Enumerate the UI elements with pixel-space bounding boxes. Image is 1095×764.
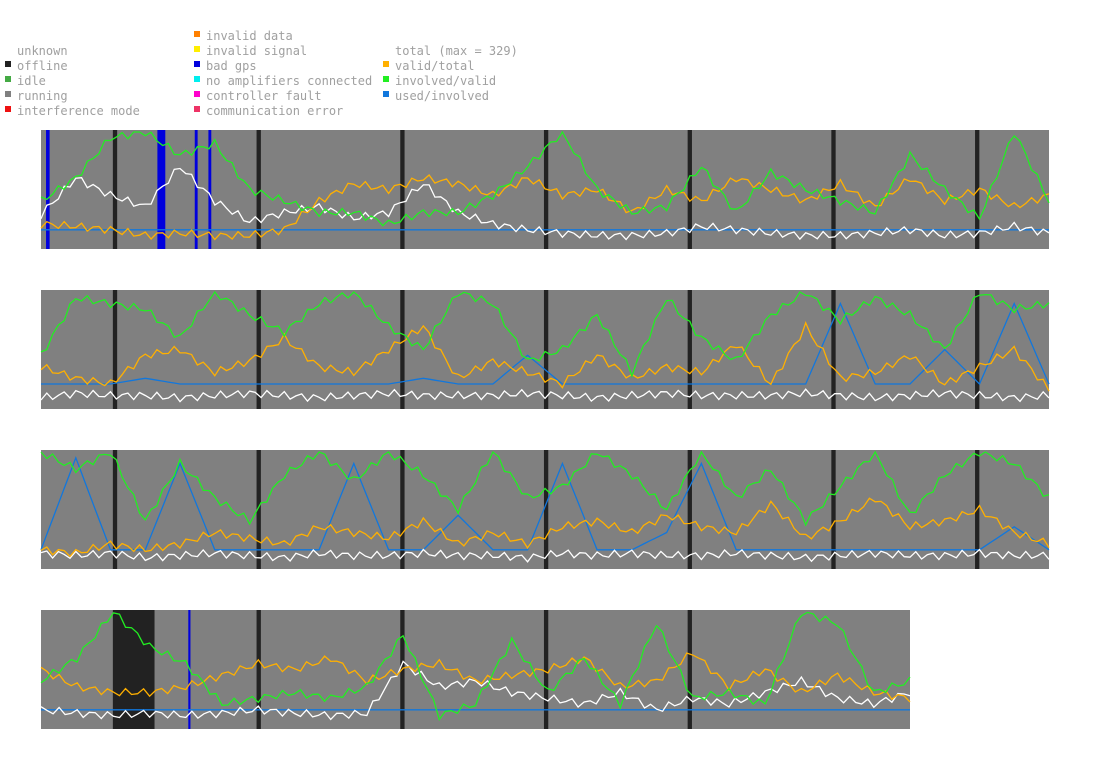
legend-label: idle (17, 74, 46, 88)
legend-item: offline (5, 59, 68, 73)
legend-label: unknown (17, 44, 68, 58)
legend-item: no amplifiers connected (194, 74, 372, 88)
running-background (41, 610, 910, 729)
legend-label: invalid signal (206, 44, 307, 58)
legend-item: invalid signal (194, 44, 307, 58)
legend-label: used/involved (395, 89, 489, 103)
legend-label: involved/valid (395, 74, 496, 88)
series-involved-valid-line (40, 130, 1050, 227)
offline-segment (112, 130, 118, 249)
series-involved-valid-line (40, 290, 1050, 379)
legend-label: no amplifiers connected (206, 74, 372, 88)
bad-gps-segment (46, 130, 50, 249)
offline-segment (112, 450, 118, 569)
series-used-involved-line (40, 455, 1050, 551)
offline-segment (975, 130, 980, 249)
legend-swatch (383, 76, 389, 82)
legend-label: bad gps (206, 59, 257, 73)
offline-segment (256, 450, 261, 569)
legend-label: invalid data (206, 29, 293, 43)
legend-swatch (5, 76, 11, 82)
legend-swatch (194, 106, 200, 112)
legend-label: interference mode (17, 104, 140, 118)
legend-swatch (383, 61, 389, 67)
legend-swatch (5, 91, 11, 97)
series-total-line (40, 167, 1050, 241)
offline-segment (543, 610, 549, 729)
legend-item: idle (5, 74, 46, 88)
legend-item: bad gps (194, 59, 257, 73)
series-valid-total-line (40, 320, 1050, 392)
series-involved-valid-line (40, 450, 1050, 527)
series-total-line (40, 548, 1050, 563)
offline-segment (543, 450, 549, 569)
legend-label: communication error (206, 104, 343, 118)
series-total-line (40, 660, 911, 721)
legend-swatch (194, 91, 200, 97)
legend-item: controller fault (194, 89, 322, 103)
legend-swatch (194, 31, 200, 37)
offline-segment (687, 290, 692, 409)
legend-item: communication error (194, 104, 343, 118)
bad-gps-segment (157, 130, 166, 249)
legend-swatch (194, 61, 200, 67)
bad-gps-segment (208, 130, 212, 249)
panel-row (40, 130, 1050, 249)
legend-label: controller fault (206, 89, 322, 103)
legend-item: interference mode (5, 104, 140, 118)
legend-label: total (max = 329) (395, 44, 518, 58)
legend-item: invalid data (194, 29, 293, 43)
legend-label: offline (17, 59, 68, 73)
series-valid-total-line (40, 652, 911, 703)
panel-row (40, 610, 911, 729)
offline-segment (112, 610, 155, 729)
offline-segment (687, 610, 692, 729)
legend-item: valid/total (383, 59, 474, 73)
legend-swatch (5, 46, 11, 52)
legend-swatch (5, 61, 11, 67)
legend-swatch (194, 76, 200, 82)
offline-segment (831, 290, 836, 409)
legend-item: used/involved (383, 89, 489, 103)
legend-item: unknown (5, 44, 68, 58)
offline-segment (975, 290, 980, 409)
panel-row (40, 450, 1050, 569)
offline-segment (400, 290, 405, 409)
panel-row (40, 290, 1050, 409)
series-used-involved-line (41, 301, 1050, 386)
legend-label: valid/total (395, 59, 474, 73)
offline-segment (400, 130, 405, 249)
series-involved-valid-line (40, 611, 911, 721)
offline-segment (687, 130, 692, 249)
legend-swatch (194, 46, 200, 52)
legend-swatch (383, 46, 389, 52)
offline-segment (112, 290, 118, 409)
series-valid-total-line (40, 174, 1050, 241)
legend-swatch (383, 91, 389, 97)
panels (40, 130, 1050, 729)
offline-segment (256, 290, 261, 409)
legend-item: total (max = 329) (383, 44, 518, 58)
bad-gps-segment (194, 130, 198, 249)
offline-segment (687, 450, 692, 569)
legend-item: running (5, 89, 68, 103)
legend-item: involved/valid (383, 74, 496, 88)
legend-swatch (5, 106, 11, 112)
offline-segment (543, 290, 549, 409)
series-valid-total-line (40, 497, 1050, 558)
offline-segment (400, 450, 405, 569)
offline-segment (256, 130, 261, 249)
legend-label: running (17, 89, 68, 103)
series-total-line (40, 388, 1050, 403)
offline-segment (831, 450, 836, 569)
offline-segment (256, 610, 261, 729)
